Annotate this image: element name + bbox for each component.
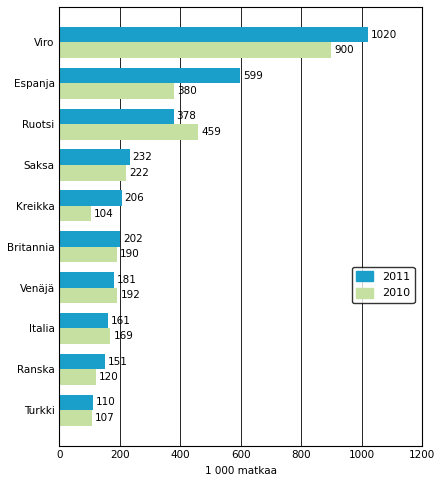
Text: 378: 378 [177, 112, 197, 121]
Text: 192: 192 [121, 290, 140, 300]
Bar [59, 272, 114, 287]
Text: 232: 232 [133, 152, 152, 162]
Text: 202: 202 [123, 234, 143, 244]
Text: 169: 169 [114, 331, 133, 341]
Bar [59, 83, 174, 99]
Text: 1020: 1020 [370, 29, 397, 40]
Text: 206: 206 [125, 193, 145, 203]
Bar [59, 149, 130, 165]
Text: 110: 110 [95, 398, 115, 407]
Bar [59, 369, 95, 385]
Text: 181: 181 [117, 275, 137, 285]
Text: 900: 900 [334, 45, 354, 55]
Bar [59, 165, 126, 181]
X-axis label: 1 000 matkaa: 1 000 matkaa [205, 466, 277, 476]
Text: 599: 599 [244, 71, 263, 81]
Bar [59, 206, 91, 221]
Bar [59, 313, 108, 328]
Bar [59, 68, 240, 83]
Legend: 2011, 2010: 2011, 2010 [352, 267, 415, 303]
Bar [59, 354, 105, 369]
Text: 104: 104 [94, 209, 114, 219]
Text: 459: 459 [201, 127, 221, 137]
Text: 222: 222 [130, 168, 149, 178]
Bar [59, 124, 198, 140]
Text: 190: 190 [120, 250, 140, 259]
Text: 120: 120 [99, 372, 118, 382]
Bar [59, 247, 117, 262]
Bar [59, 109, 174, 124]
Text: 161: 161 [111, 316, 131, 326]
Bar [59, 395, 93, 410]
Bar [59, 190, 122, 206]
Bar [59, 328, 110, 344]
Text: 107: 107 [95, 413, 114, 423]
Bar [59, 231, 121, 247]
Bar [59, 43, 332, 58]
Text: 380: 380 [177, 86, 197, 96]
Bar [59, 287, 118, 303]
Bar [59, 27, 368, 43]
Text: 151: 151 [108, 356, 128, 367]
Bar [59, 410, 92, 426]
